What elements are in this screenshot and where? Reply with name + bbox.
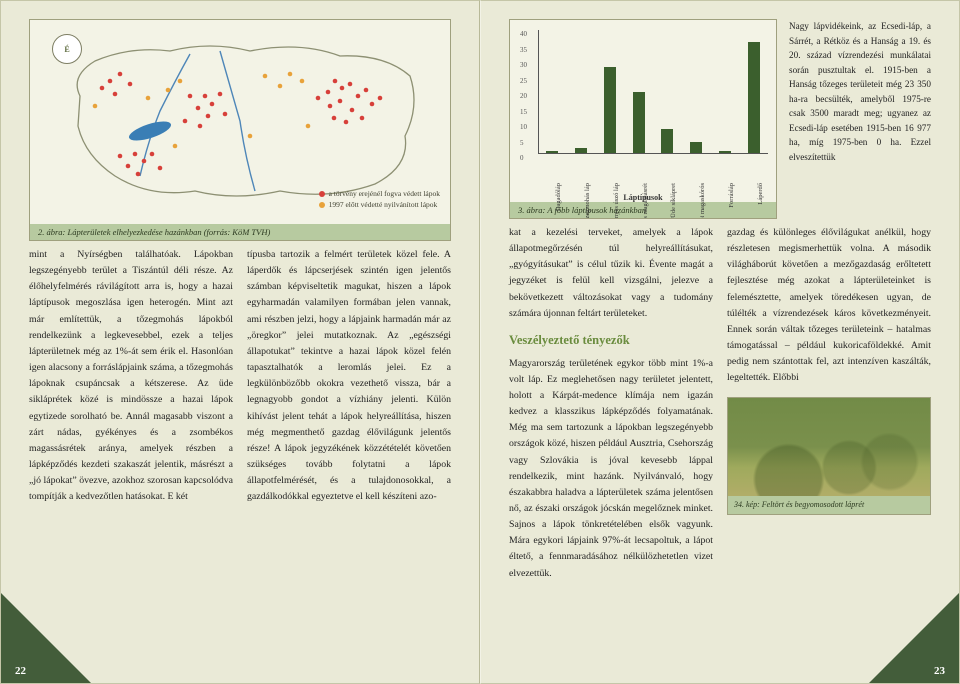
chart-category-label: Láperdő (757, 183, 764, 205)
chart-category-label: Tőzegmohás láp (584, 183, 591, 219)
page-number-left: 22 (15, 665, 26, 677)
chart-bar (604, 67, 616, 154)
right-body-text: kat a kezelési terveket, amelyek a lápok… (509, 225, 931, 582)
right-col1-a: kat a kezelési terveket, amelyek a lápok… (509, 225, 713, 322)
page-spread: 22 É (0, 0, 960, 684)
right-col2-text: gazdag és különleges élővilágukat anélkü… (727, 225, 931, 387)
page-number-right: 23 (934, 665, 945, 677)
right-col1-b: Magyarország területének egykor több min… (509, 356, 713, 582)
hungary-map (40, 26, 440, 214)
map-figure: É (29, 19, 451, 241)
right-col2: gazdag és különleges élővilágukat anélkü… (727, 225, 931, 582)
chart-bar (661, 129, 673, 154)
chart-category-label: Forrásláp (728, 183, 735, 208)
section-heading: Veszélyeztető tényezők (509, 330, 713, 351)
chart-category-label: Zsombékos magassásrét (642, 183, 649, 219)
photo-figure: 34. kép: Feltört és begyomosodott láprét (727, 397, 931, 515)
left-col2: típusba tartozik a felmért területek köz… (247, 247, 451, 506)
chart-category-label: Lápi magaskórós (699, 183, 706, 219)
chart-category-label: Zárt nádas, gyékényes úszó láp (613, 183, 620, 219)
right-page: 23 % 0510152025303540 Láptípusok 3. ábra… (480, 0, 960, 684)
map-legend: a törvény erejénél fogva védett lápok 19… (319, 188, 440, 211)
chart-category-label: Dagadóláp (555, 183, 562, 211)
chart-bar (633, 92, 645, 154)
left-col1: mint a Nyírségben találhatóak. Lápokban … (29, 247, 233, 506)
right-col1: kat a kezelési terveket, amelyek a lápok… (509, 225, 713, 582)
left-body-text: mint a Nyírségben találhatóak. Lápokban … (29, 247, 451, 506)
chart-area: 0510152025303540 (538, 30, 768, 154)
chart-category-label: Üde síklápret (670, 183, 677, 218)
legend-orange-label: 1997 előtt védetté nyilvánított lápok (329, 200, 438, 209)
corner-decoration (869, 593, 959, 683)
map-caption: 2. ábra: Lápterületek elhelyezkedése haz… (30, 224, 450, 240)
legend-red-label: a törvény erejénél fogva védett lápok (329, 189, 440, 198)
photo-caption: 34. kép: Feltört és begyomosodott láprét (728, 496, 930, 513)
chart-bar (748, 42, 760, 154)
chart-figure: % 0510152025303540 Láptípusok 3. ábra: A… (509, 19, 777, 219)
right-side-text: Nagy lápvidékeink, az Ecsedi-láp, a Sárr… (789, 19, 931, 219)
left-page: 22 É (0, 0, 480, 684)
